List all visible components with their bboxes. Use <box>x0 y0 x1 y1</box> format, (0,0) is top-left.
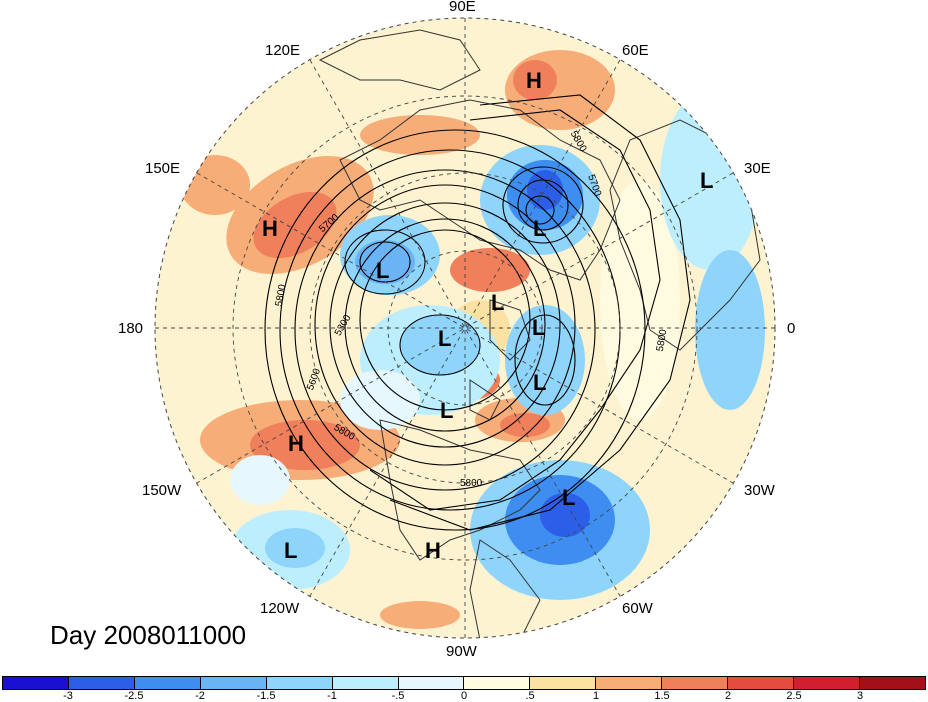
colorbar-tick-label: -2 <box>195 690 205 702</box>
colorbar-tick-label: -1.5 <box>256 690 276 702</box>
colorbar-segment <box>794 677 860 689</box>
low-pressure-center: L <box>491 290 505 315</box>
colorbar-tick-label: -3 <box>63 690 73 702</box>
lon-label-150w: 150W <box>142 482 182 499</box>
colorbar-tick-label: 2.5 <box>786 690 802 702</box>
low-pressure-center: L <box>700 168 714 193</box>
low-pressure-center: L <box>376 258 390 283</box>
high-pressure-center: H <box>526 68 542 93</box>
low-pressure-center: L <box>532 315 546 340</box>
colorbar-segment <box>859 677 925 689</box>
high-pressure-center: H <box>425 538 441 563</box>
low-pressure-center: L <box>533 216 547 241</box>
colorbar-segment <box>134 677 201 689</box>
colorbar-segment <box>662 677 729 689</box>
colorbar-segment <box>464 677 531 689</box>
low-pressure-center: L <box>533 370 547 395</box>
colorbar-tick-label: -1 <box>327 690 337 702</box>
lon-label-90e: 90E <box>449 0 476 15</box>
lon-label-150e: 150E <box>145 160 181 177</box>
colorbar-segment <box>200 677 267 689</box>
high-pressure-center: H <box>288 431 304 456</box>
low-pressure-center: L <box>562 485 576 510</box>
lon-label-60w: 60W <box>622 600 653 617</box>
colorbar-tick-label: -2.5 <box>124 690 144 702</box>
map-title: Day 2008011000 <box>50 620 247 650</box>
lon-label-120w: 120W <box>260 600 300 617</box>
lon-label-90w: 90W <box>446 643 477 660</box>
low-pressure-center: L <box>438 326 452 351</box>
colorbar-tick-label: 1 <box>592 690 600 702</box>
colorbar-segment <box>68 677 135 689</box>
colorbar-segment <box>332 677 399 689</box>
lon-label-180: 180 <box>118 320 144 337</box>
colorbar-tick-label: 3 <box>856 690 864 702</box>
colorbar-segment <box>3 677 69 689</box>
polar-map <box>154 17 776 639</box>
high-pressure-center: H <box>262 216 278 241</box>
colorbar-segment <box>728 677 795 689</box>
colorbar-segment <box>398 677 465 689</box>
lon-label-30e: 30E <box>744 160 771 177</box>
low-pressure-center: L <box>284 538 298 563</box>
colorbar-tick-label: -.5 <box>391 690 405 702</box>
colorbar-tick-label: .5 <box>525 690 535 702</box>
colorbar-tick-label: 1.5 <box>654 690 670 702</box>
graticule <box>155 18 775 638</box>
contour-label: 5800 <box>460 478 483 489</box>
colorbar-tick-label: 2 <box>724 690 732 702</box>
colorbar-segment <box>530 677 597 689</box>
map-border <box>154 17 776 639</box>
lon-label-0: 0 <box>787 320 796 337</box>
lon-label-30w: 30W <box>744 482 775 499</box>
colorbar-tick-label: 0 <box>460 690 468 702</box>
colorbar <box>2 676 926 690</box>
colorbar-segment <box>266 677 333 689</box>
low-pressure-center: L <box>440 398 454 423</box>
lon-label-120e: 120E <box>265 42 301 59</box>
colorbar-segment <box>596 677 663 689</box>
lon-label-60e: 60E <box>622 42 649 59</box>
